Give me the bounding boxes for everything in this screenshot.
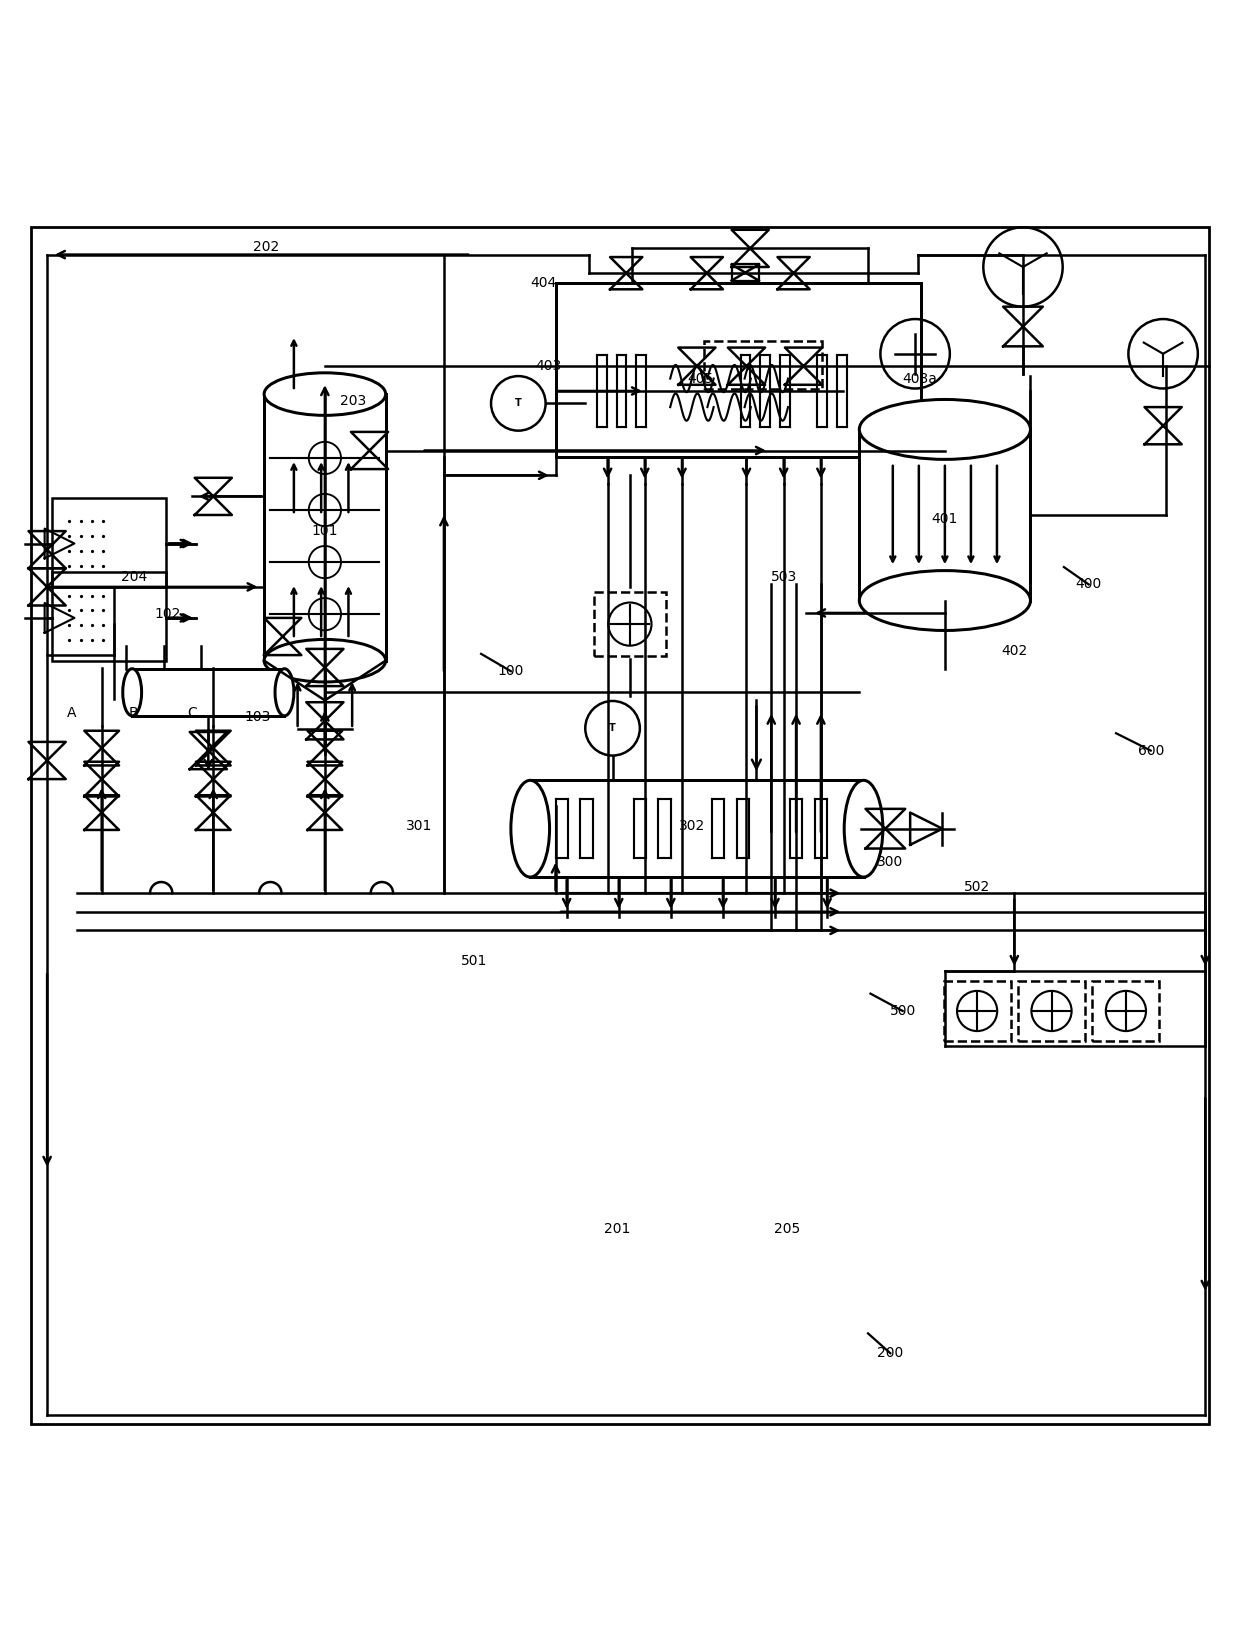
Bar: [1092, 980, 1159, 1041]
Ellipse shape: [275, 670, 294, 716]
Bar: [859, 429, 1030, 600]
Text: 405: 405: [687, 372, 714, 385]
Text: 201: 201: [604, 1222, 631, 1237]
Bar: [531, 780, 863, 877]
Text: 202: 202: [253, 240, 280, 253]
Text: 203: 203: [340, 393, 367, 408]
Text: 600: 600: [1137, 744, 1164, 758]
Text: 204: 204: [120, 569, 148, 584]
Text: 403: 403: [534, 359, 562, 373]
Text: 205: 205: [774, 1222, 801, 1237]
Bar: [264, 395, 386, 661]
Text: C: C: [187, 706, 197, 721]
Text: 501: 501: [460, 954, 487, 969]
Text: 301: 301: [405, 819, 433, 834]
Text: 404: 404: [529, 276, 557, 290]
Ellipse shape: [844, 780, 883, 877]
Text: 503: 503: [770, 569, 797, 584]
Text: 403a: 403a: [903, 372, 937, 385]
Ellipse shape: [264, 373, 386, 415]
Text: B: B: [129, 706, 139, 721]
Bar: [944, 980, 1011, 1041]
Text: 402: 402: [1001, 645, 1028, 658]
Text: 102: 102: [154, 607, 181, 622]
Bar: [1018, 980, 1085, 1041]
Text: 103: 103: [244, 711, 272, 724]
Text: 300: 300: [877, 855, 904, 869]
Text: 101: 101: [311, 525, 339, 538]
Ellipse shape: [859, 571, 1030, 630]
Text: 100: 100: [497, 665, 525, 678]
Bar: [52, 498, 166, 587]
Bar: [52, 572, 166, 661]
Ellipse shape: [264, 640, 386, 683]
Bar: [704, 342, 822, 388]
Ellipse shape: [859, 400, 1030, 459]
Text: T: T: [515, 398, 522, 408]
Ellipse shape: [123, 670, 141, 716]
Ellipse shape: [511, 780, 549, 877]
Text: 302: 302: [678, 819, 706, 834]
Bar: [594, 592, 666, 656]
Bar: [556, 283, 921, 457]
Text: 400: 400: [1075, 577, 1102, 592]
Text: 401: 401: [931, 512, 959, 526]
Bar: [732, 265, 759, 281]
Text: 502: 502: [963, 880, 991, 893]
Bar: [133, 670, 284, 716]
Text: 500: 500: [889, 1003, 916, 1018]
Text: T: T: [609, 724, 616, 734]
Text: 200: 200: [877, 1346, 904, 1360]
Text: A: A: [67, 706, 77, 721]
